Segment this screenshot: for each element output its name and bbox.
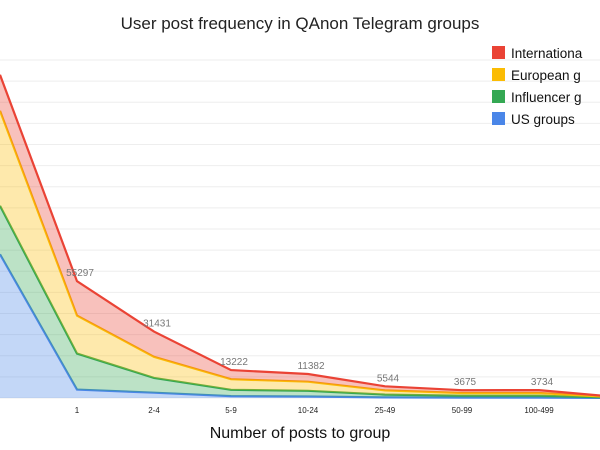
x-tick-label: 50-99 (452, 406, 473, 415)
legend-label-us: US groups (511, 112, 575, 127)
line-us-groups (0, 253, 600, 399)
x-tick-label: 25-49 (375, 406, 396, 415)
data-label: 3734 (531, 377, 554, 388)
series-areas (0, 74, 600, 399)
x-axis-title: Number of posts to group (210, 425, 391, 442)
line-influencer-groups (0, 205, 600, 399)
area-us-groups (0, 254, 600, 398)
legend-swatch-international (492, 46, 505, 59)
x-tick-label: 10-24 (298, 406, 319, 415)
legend-swatch-us (492, 112, 505, 125)
line-international-groups (0, 74, 600, 397)
data-labels: 55297314311322211382554436753734518 (66, 268, 554, 388)
line-european-groups (0, 110, 600, 398)
area-european-groups (0, 110, 600, 398)
chart-title: User post frequency in QAnon Telegram gr… (121, 14, 480, 33)
legend: Internationa European g Influencer g US … (492, 46, 583, 127)
data-label: 5544 (377, 373, 400, 384)
data-label: 3675 (454, 377, 477, 388)
data-label: 55297 (66, 268, 94, 279)
x-tick-label: 100-499 (524, 406, 554, 415)
legend-item-us: US groups (492, 112, 575, 127)
x-tick-label: 5-9 (225, 406, 237, 415)
data-label: 13222 (220, 357, 248, 368)
data-label: 31431 (143, 319, 171, 330)
legend-swatch-influencer (492, 90, 505, 103)
legend-item-international: Internationa (492, 46, 583, 61)
legend-item-european: European g (492, 68, 581, 83)
data-label: 11382 (297, 361, 325, 372)
x-tick-label: 1 (75, 406, 80, 415)
legend-label-influencer: Influencer g (511, 90, 582, 105)
x-tick-label: 2-4 (148, 406, 160, 415)
legend-item-influencer: Influencer g (492, 90, 582, 105)
legend-swatch-european (492, 68, 505, 81)
legend-label-international: Internationa (511, 46, 583, 61)
legend-label-european: European g (511, 68, 581, 83)
